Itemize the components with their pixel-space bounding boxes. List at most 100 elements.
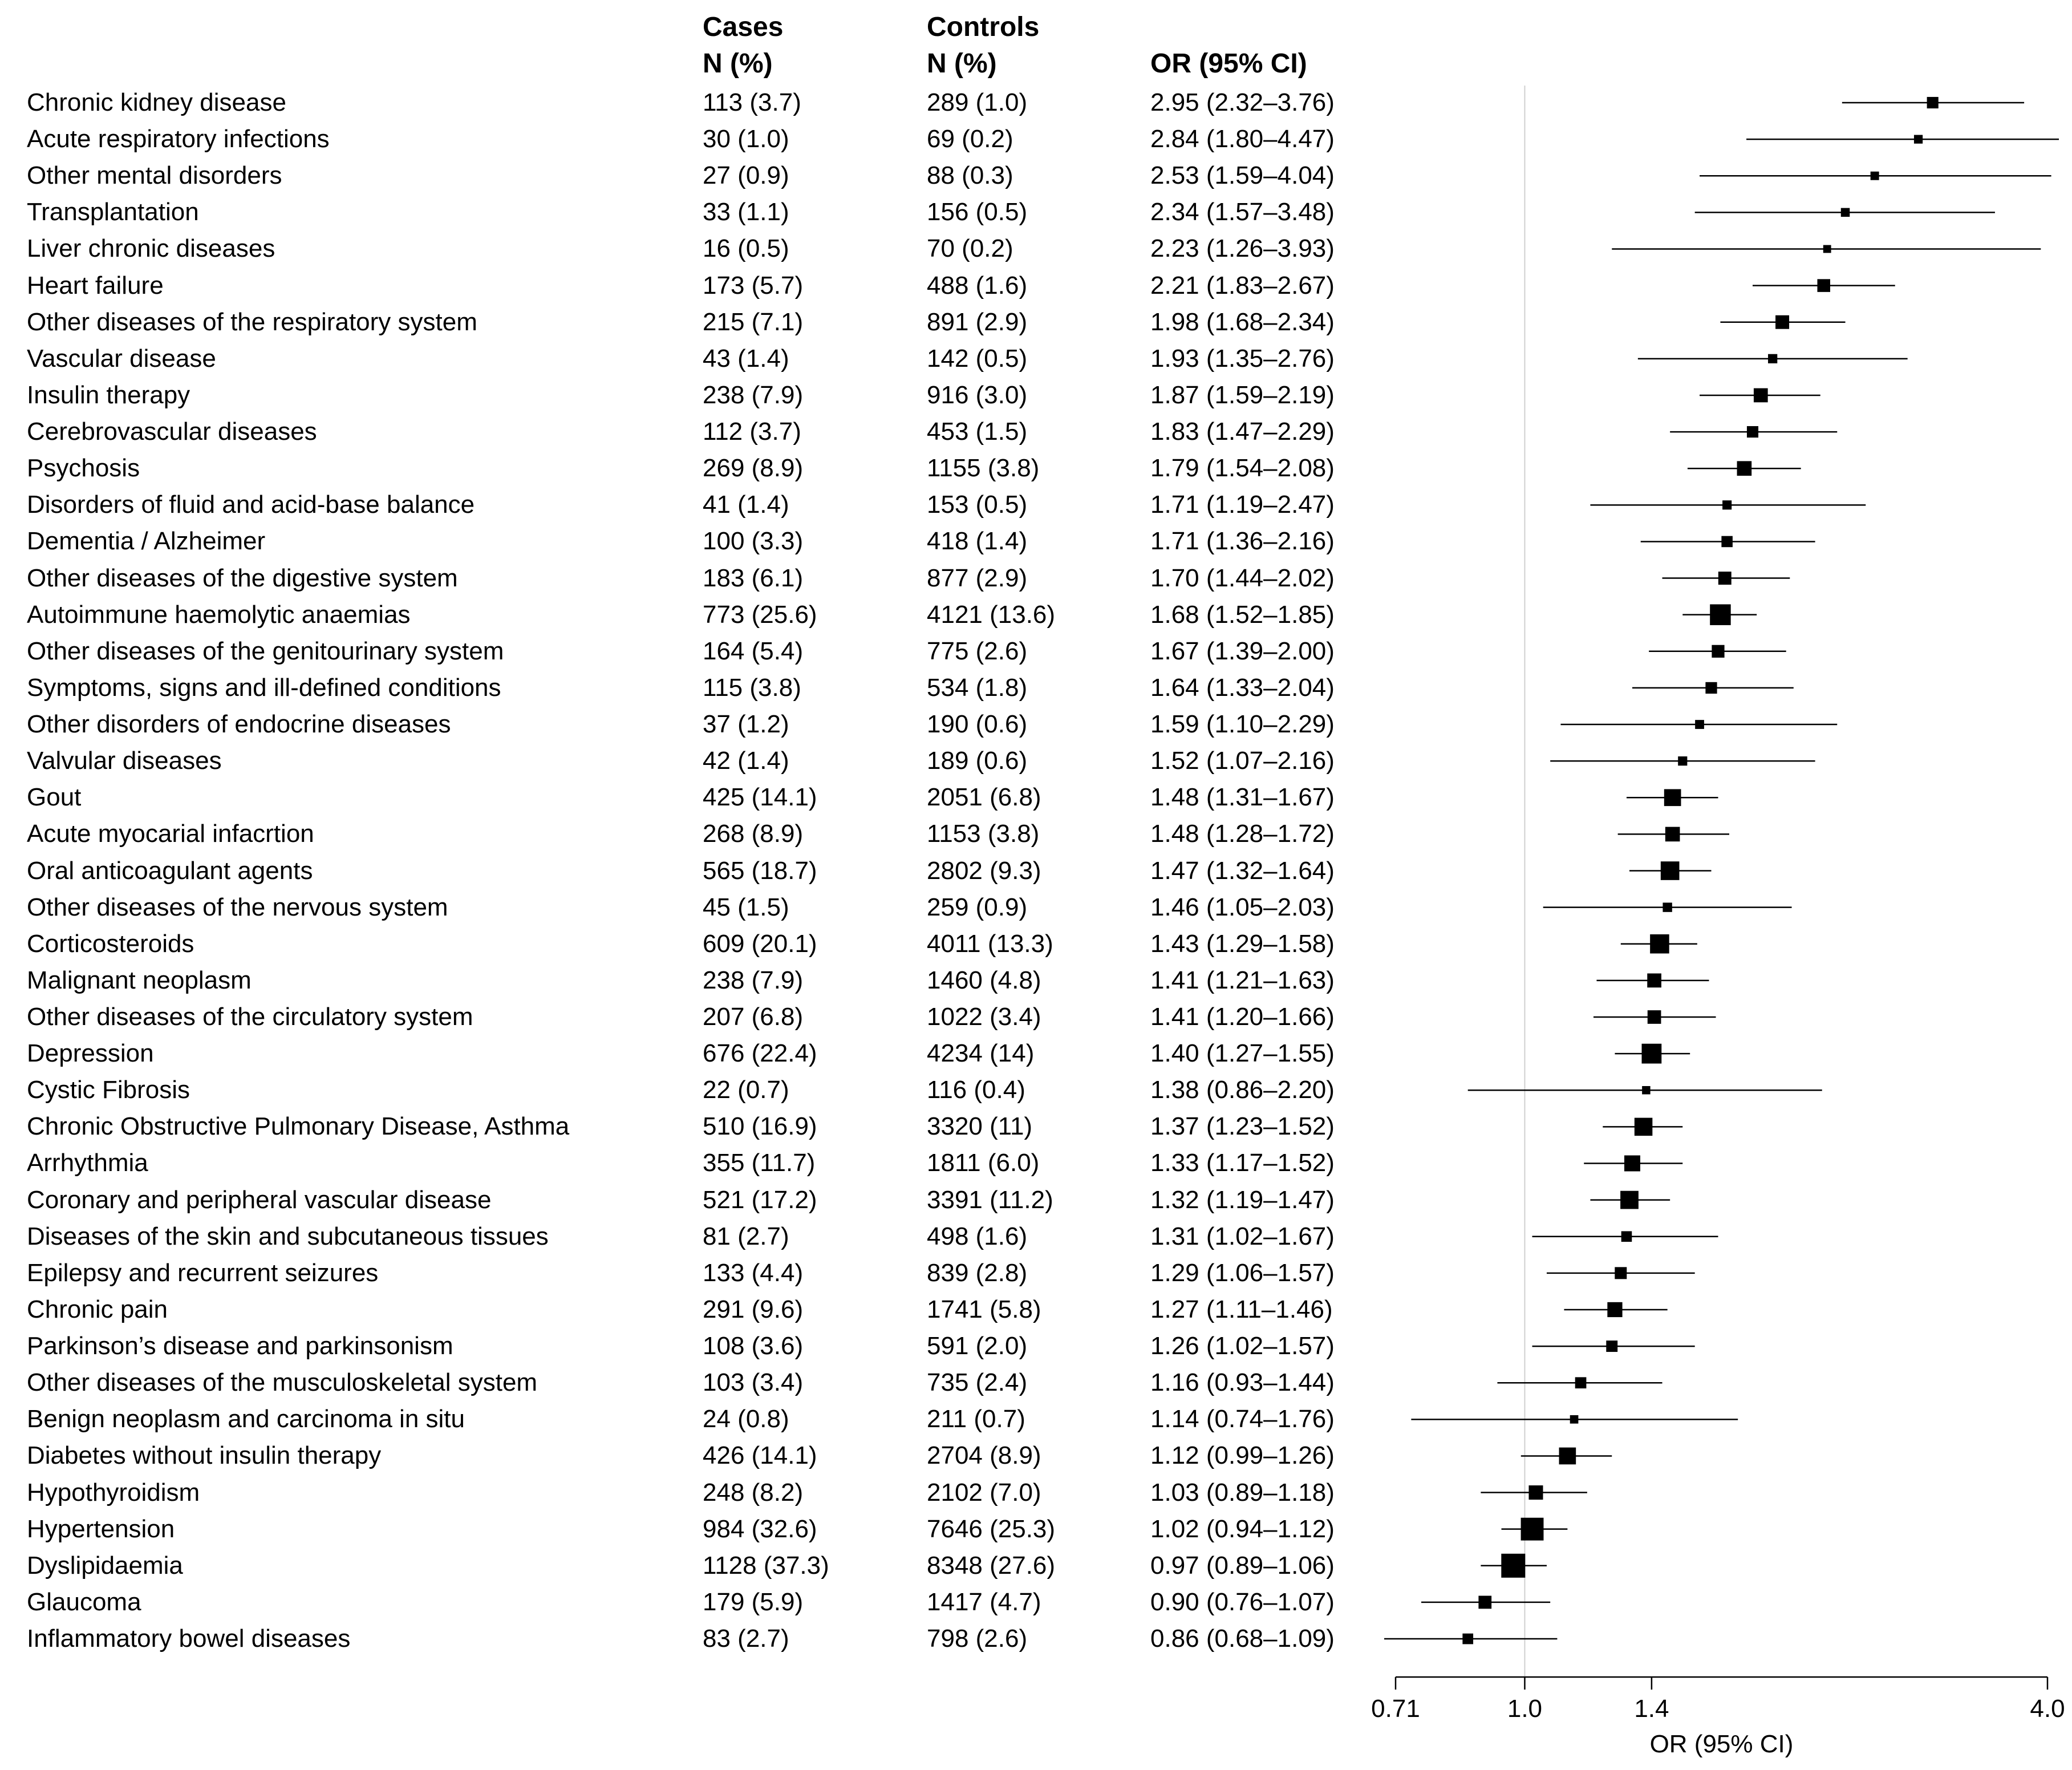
table-row: Autoimmune haemolytic anaemias 773 (25.6)…	[0, 597, 1369, 633]
row-label: Corticosteroids	[27, 929, 194, 958]
or-value: 1.48 (1.31–1.67)	[1150, 783, 1335, 812]
row-label: Arrhythmia	[27, 1149, 148, 1177]
table-row: Chronic Obstructive Pulmonary Disease, A…	[0, 1108, 1369, 1145]
point-estimate	[1737, 461, 1752, 476]
or-value: 1.37 (1.23–1.52)	[1150, 1112, 1335, 1141]
point-estimate	[1705, 682, 1717, 694]
table-row: Benign neoplasm and carcinoma in situ 24 …	[0, 1401, 1369, 1437]
row-label: Cystic Fibrosis	[27, 1076, 190, 1104]
controls-value: 4121 (13.6)	[927, 600, 1056, 629]
point-estimate	[1528, 1485, 1543, 1500]
table-row: Oral anticoagulant agents 565 (18.7) 2802 …	[0, 853, 1369, 889]
table-row: Chronic pain 291 (9.6) 1741 (5.8) 1.27 (1.1…	[0, 1291, 1369, 1328]
or-value: 1.71 (1.19–2.47)	[1150, 491, 1335, 519]
table-row: Liver chronic diseases 16 (0.5) 70 (0.2) 2.…	[0, 230, 1369, 267]
row-label: Other diseases of the genitourinary syst…	[27, 637, 504, 665]
row-label: Gout	[27, 783, 82, 812]
cases-value: 100 (3.3)	[703, 527, 804, 556]
controls-subheader: N (%)	[927, 48, 997, 79]
row-label: Diabetes without insulin therapy	[27, 1441, 382, 1470]
cases-value: 426 (14.1)	[703, 1441, 817, 1470]
controls-value: 488 (1.6)	[927, 271, 1028, 299]
point-estimate	[1570, 1415, 1579, 1424]
cases-value: 565 (18.7)	[703, 856, 817, 885]
row-label: Inflammatory bowel diseases	[27, 1625, 351, 1653]
cases-value: 30 (1.0)	[703, 125, 789, 153]
or-value: 1.38 (0.86–2.20)	[1150, 1076, 1335, 1104]
table-row: Dementia / Alzheimer 100 (3.3) 418 (1.4) 1.…	[0, 523, 1369, 560]
table-row: Other diseases of the circulatory system…	[0, 999, 1369, 1035]
or-value: 1.16 (0.93–1.44)	[1150, 1368, 1335, 1397]
row-label: Glaucoma	[27, 1587, 141, 1616]
point-estimate	[1712, 645, 1725, 658]
controls-value: 1153 (3.8)	[927, 820, 1040, 848]
cases-value: 115 (3.8)	[703, 673, 801, 702]
or-value: 1.67 (1.39–2.00)	[1150, 637, 1335, 665]
or-value: 1.59 (1.10–2.29)	[1150, 710, 1335, 739]
cases-value: 37 (1.2)	[703, 710, 789, 739]
or-value: 1.47 (1.32–1.64)	[1150, 856, 1335, 885]
controls-header: Controls	[927, 12, 1040, 42]
row-label: Oral anticoagulant agents	[27, 856, 313, 885]
table-row: Disorders of fluid and acid-base balance…	[0, 487, 1369, 523]
controls-value: 2051 (6.8)	[927, 783, 1041, 812]
cases-value: 609 (20.1)	[703, 929, 817, 958]
cases-value: 238 (7.9)	[703, 380, 804, 409]
controls-value: 88 (0.3)	[927, 161, 1013, 190]
or-value: 1.68 (1.52–1.85)	[1150, 600, 1335, 629]
or-value: 0.86 (0.68–1.09)	[1150, 1625, 1335, 1653]
point-estimate	[1768, 354, 1778, 363]
or-value: 1.41 (1.21–1.63)	[1150, 966, 1335, 994]
or-value: 1.48 (1.28–1.72)	[1150, 820, 1335, 848]
table-row: Other mental disorders 27 (0.9) 88 (0.3) 2.…	[0, 157, 1369, 194]
table-row: Hypertension 984 (32.6) 7646 (25.3) 1.02 (0…	[0, 1511, 1369, 1548]
controls-value: 798 (2.6)	[927, 1625, 1028, 1653]
point-estimate	[1913, 135, 1923, 144]
controls-value: 156 (0.5)	[927, 198, 1028, 226]
or-value: 2.84 (1.80–4.47)	[1150, 125, 1335, 153]
point-estimate	[1664, 789, 1681, 807]
or-value: 1.52 (1.07–2.16)	[1150, 747, 1335, 775]
cases-value: 42 (1.4)	[703, 747, 789, 775]
table-row: Acute myocarial infacrtion 268 (8.9) 1153 …	[0, 816, 1369, 852]
cases-subheader: N (%)	[703, 48, 773, 79]
cases-value: 1128 (37.3)	[703, 1551, 829, 1579]
table-row: Glaucoma 179 (5.9) 1417 (4.7) 0.90 (0.76–1.…	[0, 1584, 1369, 1621]
controls-value: 839 (2.8)	[927, 1258, 1028, 1287]
or-value: 1.27 (1.11–1.46)	[1150, 1295, 1333, 1323]
controls-value: 1155 (3.8)	[927, 454, 1040, 483]
or-value: 1.40 (1.27–1.55)	[1150, 1039, 1335, 1068]
cases-value: 83 (2.7)	[703, 1625, 789, 1653]
point-estimate	[1650, 934, 1669, 954]
point-estimate	[1641, 1043, 1662, 1064]
cases-value: 24 (0.8)	[703, 1405, 789, 1433]
point-estimate	[1615, 1267, 1627, 1279]
or-value: 2.23 (1.26–3.93)	[1150, 234, 1335, 263]
cases-value: 183 (6.1)	[703, 564, 804, 592]
or-value: 1.83 (1.47–2.29)	[1150, 418, 1335, 446]
table-row: Corticosteroids 609 (20.1) 4011 (13.3) 1.43…	[0, 926, 1369, 962]
controls-value: 153 (0.5)	[927, 491, 1028, 519]
table-row: Arrhythmia 355 (11.7) 1811 (6.0) 1.33 (1.17…	[0, 1145, 1369, 1181]
table-row: Acute respiratory infections 30 (1.0) 69 (…	[0, 121, 1369, 157]
row-label: Malignant neoplasm	[27, 966, 252, 994]
or-value: 1.71 (1.36–2.16)	[1150, 527, 1335, 556]
or-value: 1.32 (1.19–1.47)	[1150, 1185, 1335, 1214]
row-label: Psychosis	[27, 454, 140, 483]
row-label: Other diseases of the nervous system	[27, 893, 448, 921]
point-estimate	[1710, 604, 1731, 625]
table-row: Other disorders of endocrine diseases 37 …	[0, 706, 1369, 743]
row-label: Parkinson’s disease and parkinsonism	[27, 1332, 453, 1360]
controls-value: 69 (0.2)	[927, 125, 1013, 153]
cases-value: 248 (8.2)	[703, 1478, 804, 1506]
or-value: 1.02 (0.94–1.12)	[1150, 1514, 1335, 1543]
row-label: Other diseases of the circulatory system	[27, 1003, 473, 1031]
table-row: Inflammatory bowel diseases 83 (2.7) 798 (…	[0, 1621, 1369, 1657]
row-label: Other diseases of the digestive system	[27, 564, 458, 592]
cases-value: 112 (3.7)	[703, 418, 801, 446]
controls-value: 2802 (9.3)	[927, 856, 1041, 885]
table-row: Malignant neoplasm 238 (7.9) 1460 (4.8) 1.4…	[0, 962, 1369, 999]
or-value: 1.12 (0.99–1.26)	[1150, 1441, 1335, 1470]
point-estimate	[1624, 1155, 1640, 1172]
